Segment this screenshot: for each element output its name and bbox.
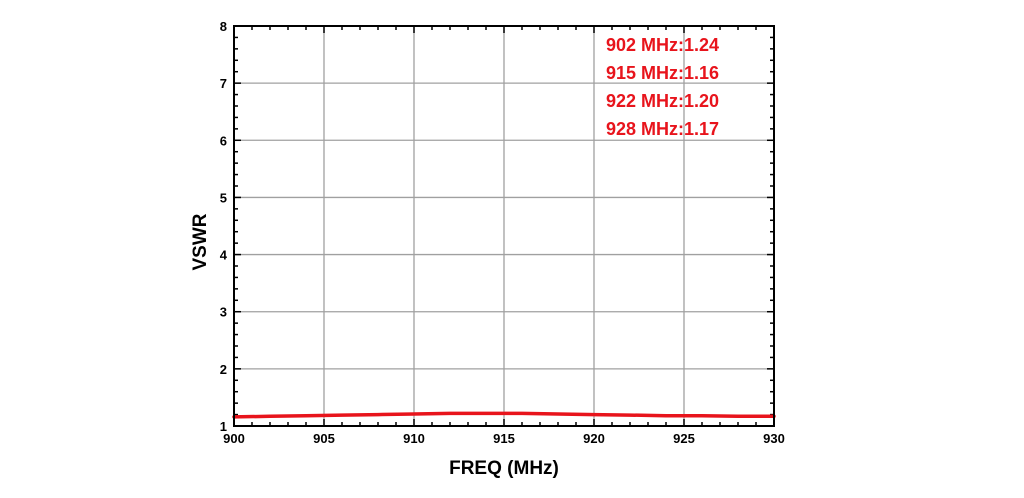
y-tick-label: 2 <box>220 362 227 377</box>
y-tick-label: 7 <box>220 76 227 91</box>
annotation-line: 902 MHz:1.24 <box>606 35 719 55</box>
annotation-line: 915 MHz:1.16 <box>606 63 719 83</box>
y-tick-label: 8 <box>220 19 227 34</box>
x-tick-label: 910 <box>403 431 425 446</box>
y-tick-label: 4 <box>220 248 228 263</box>
y-tick-label: 6 <box>220 133 227 148</box>
x-tick-label: 900 <box>223 431 245 446</box>
annotation-line: 928 MHz:1.17 <box>606 119 719 139</box>
x-tick-label: 905 <box>313 431 335 446</box>
y-tick-label: 3 <box>220 305 227 320</box>
annotation-line: 922 MHz:1.20 <box>606 91 719 111</box>
x-tick-label: 915 <box>493 431 515 446</box>
series-layer <box>232 411 776 419</box>
x-tick-label: 925 <box>673 431 695 446</box>
grid <box>234 26 774 426</box>
y-axis-title: VSWR <box>190 213 211 270</box>
annotation-block: 902 MHz:1.24 915 MHz:1.16 922 MHz:1.20 928 … <box>606 35 719 139</box>
y-tick-label: 1 <box>220 419 227 434</box>
vswr-series-line-0 <box>232 411 776 419</box>
x-tick-label: 920 <box>583 431 605 446</box>
y-tick-label: 5 <box>220 190 227 205</box>
tick-labels: 900 905 910 915 920 925 930 1 2 3 4 5 6 7 8 <box>220 19 785 446</box>
plot-frame <box>233 25 775 427</box>
x-axis-title: FREQ (MHz) <box>449 458 559 479</box>
x-tick-label: 930 <box>763 431 785 446</box>
